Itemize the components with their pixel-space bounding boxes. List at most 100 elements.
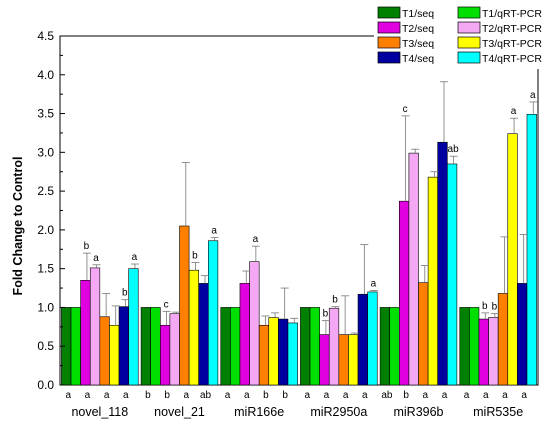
- y-tick-label: 1.0: [37, 300, 54, 314]
- significance-label: a: [530, 90, 536, 101]
- error-bars-layer: [82, 81, 538, 335]
- significance-label: a: [464, 390, 470, 401]
- significance-label: a: [85, 390, 91, 401]
- bar-miR2950a-T4/seq: [357, 293, 368, 386]
- significance-label: b: [482, 301, 488, 312]
- bars-layer: [61, 114, 537, 386]
- significance-label: a: [483, 390, 489, 401]
- legend-entry-label: T4/seq: [402, 53, 434, 65]
- bar-miR396b-T4/qRT-PCR: [446, 163, 458, 386]
- y-tick-label: 0.5: [37, 339, 54, 353]
- bar-novel_21-T4/qRT-PCR: [208, 240, 219, 386]
- bar-miR166e-T2/seq: [239, 283, 250, 386]
- bar-miR166e-T4/seq: [278, 318, 289, 386]
- y-tick-label: 4.5: [37, 29, 54, 43]
- significance-label: a: [132, 252, 138, 263]
- significance-label: b: [282, 390, 288, 401]
- significance-label: b: [122, 288, 128, 299]
- bar-miR535e-T2/qRT-PCR: [488, 317, 499, 386]
- significance-label: b: [492, 302, 498, 313]
- significance-label: a: [521, 390, 527, 401]
- bar-novel_118-T4/seq: [118, 306, 129, 386]
- bar-miR396b-T2/qRT-PCR: [408, 152, 419, 386]
- significance-label: a: [324, 390, 330, 401]
- y-tick-label: 3.5: [37, 107, 54, 121]
- significance-label: c: [164, 299, 169, 310]
- bar-novel_21-T3/seq: [179, 225, 190, 386]
- bar-miR166e-T2/qRT-PCR: [249, 261, 260, 386]
- bar-miR535e-T4/qRT-PCR: [526, 114, 537, 386]
- significance-label: b: [332, 295, 338, 306]
- bar-miR535e-T1/qRT-PCR: [469, 307, 480, 386]
- legend-swatch: [377, 6, 401, 19]
- legend-swatch: [457, 21, 481, 34]
- bar-novel_118-T3/qRT-PCR: [109, 324, 120, 386]
- y-tick-label: 1.5: [37, 262, 54, 276]
- y-axis-label: Fold Change to Control: [11, 157, 25, 296]
- significance-label: b: [84, 241, 90, 252]
- bar-novel_21-T3/qRT-PCR: [188, 269, 200, 386]
- bar-miR396b-T4/seq: [437, 141, 448, 386]
- bar-novel_21-T4/seq: [198, 283, 209, 386]
- bar-novel_118-T2/qRT-PCR: [89, 267, 101, 386]
- legend-box: [374, 4, 540, 69]
- significance-label: a: [304, 390, 310, 401]
- significance-label: a: [423, 390, 429, 401]
- bar-novel_118-T3/seq: [99, 316, 110, 386]
- y-tick-label: 3.0: [37, 145, 54, 159]
- bar-novel_118-T4/qRT-PCR: [128, 268, 139, 386]
- significance-label: b: [403, 390, 409, 401]
- y-tick-label: 2.5: [37, 184, 54, 198]
- legend-entry-label: T1/qRT-PCR: [482, 8, 542, 20]
- significance-label: a: [104, 390, 110, 401]
- legend-swatch: [377, 36, 401, 49]
- bar-miR2950a-T3/qRT-PCR: [348, 334, 359, 386]
- bar-novel_21-T2/qRT-PCR: [169, 313, 180, 386]
- legend-entry-label: T2/qRT-PCR: [482, 23, 542, 35]
- significance-label: a: [343, 390, 349, 401]
- y-tick-label: 0.0: [37, 378, 54, 392]
- bar-miR2950a-T4/qRT-PCR: [367, 291, 378, 386]
- bar-miR166e-T1/seq: [220, 307, 231, 386]
- legend-swatch: [377, 51, 401, 64]
- x-category-label: miR396b: [393, 405, 443, 419]
- significance-label: b: [323, 309, 329, 320]
- bar-novel_118-T2/seq: [80, 279, 91, 386]
- bar-miR2950a-T1/seq: [300, 307, 311, 386]
- legend-swatch: [457, 51, 481, 64]
- y-tick-label: 4.0: [37, 68, 54, 82]
- y-tick-label: 2.0: [37, 223, 54, 237]
- bar-novel_118-T1/qRT-PCR: [70, 307, 81, 386]
- significance-label: a: [225, 390, 231, 401]
- significance-label: ab: [200, 390, 212, 401]
- significance-label: ab: [448, 144, 460, 155]
- bar-novel_21-T2/seq: [160, 324, 171, 386]
- legend-entry-label: T1/seq: [402, 8, 434, 20]
- bar-miR396b-T2/seq: [398, 200, 410, 386]
- bar-miR396b-T3/qRT-PCR: [427, 176, 439, 386]
- x-category-label: novel_21: [154, 405, 205, 419]
- bar-miR166e-T3/qRT-PCR: [268, 317, 279, 386]
- significance-label: a: [511, 106, 517, 117]
- bar-miR535e-T2/seq: [478, 318, 489, 386]
- legend-swatch: [457, 36, 481, 49]
- bar-miR535e-T1/seq: [459, 307, 470, 386]
- y-ticks: 0.0 0.5 1.0 1.5 2.0 2.5 3.0 3.5 4.0 4.5: [37, 29, 65, 392]
- legend-entry-label: T3/seq: [402, 38, 434, 50]
- significance-label: a: [442, 390, 448, 401]
- legend-entry-label: T3/qRT-PCR: [482, 38, 542, 50]
- x-category-label: miR166e: [234, 405, 284, 419]
- x-category-label: miR2950a: [310, 405, 367, 419]
- significance-label: b: [192, 250, 198, 261]
- bar-miR396b-T3/seq: [418, 282, 429, 386]
- significance-label: a: [65, 390, 71, 401]
- significance-label: a: [362, 390, 368, 401]
- significance-label: a: [244, 390, 250, 401]
- significance-label: a: [123, 390, 129, 401]
- legend: T1/seq T1/qRT-PCR T2/seq T2/qRT-PCR T3/seq T3…: [374, 4, 542, 69]
- bar-miR535e-T4/seq: [517, 283, 528, 386]
- significance-label: a: [211, 226, 217, 237]
- significance-label: b: [164, 390, 170, 401]
